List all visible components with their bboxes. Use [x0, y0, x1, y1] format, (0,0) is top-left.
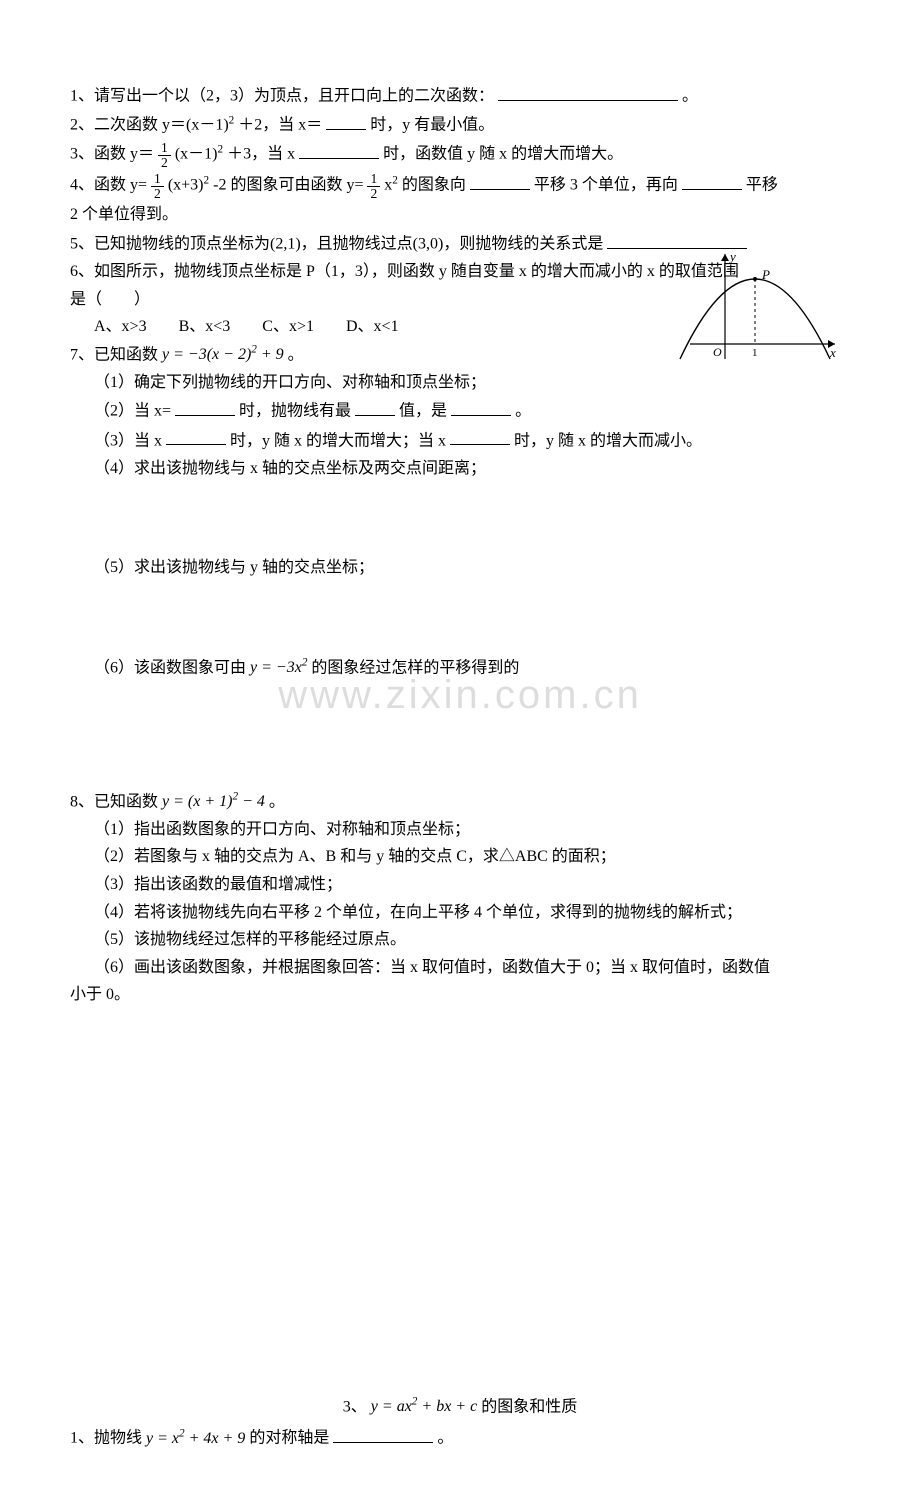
q7-4: （4）求出该抛物线与 x 轴的交点坐标及两交点间距离；	[70, 456, 850, 482]
q7-end: 。	[288, 346, 304, 363]
q7-2d: 。	[515, 403, 531, 420]
q7-a: 7、已知函数	[70, 346, 158, 363]
q7-3: （3）当 x 时，y 随 x 的增大而增大；当 x 时，y 随 x 的增大而减小…	[70, 427, 850, 454]
q7-3a: （3）当 x	[94, 432, 162, 449]
q7-1: （1）确定下列抛物线的开口方向、对称轴和顶点坐标；	[70, 370, 850, 396]
choice-a[interactable]: A、x>3	[94, 314, 147, 340]
q2-blank[interactable]	[326, 111, 366, 130]
q4-c: -2 的图象可由函数 y=	[213, 177, 363, 194]
q8-1: （1）指出函数图象的开口方向、对称轴和顶点坐标；	[70, 817, 850, 843]
q6-a: 6、如图所示，抛物线顶点坐标是 P（1，3），则函数 y 随自变量 x 的增大而…	[70, 263, 739, 280]
q7-6a: （6）该函数图象可由	[94, 659, 246, 676]
q8-6a: （6）画出该函数图象，并根据图象回答：当 x 取何值时，函数值大于 0；当 x …	[70, 955, 850, 981]
q7-2b: 时，抛物线有最	[239, 403, 351, 420]
q2-a: 2、二次函数 y＝(x－1)	[70, 117, 229, 134]
s3-question-1: 1、抛物线 y = x2 + 4x + 9 的对称轴是 。	[70, 1424, 850, 1451]
q8-6b: 小于 0。	[70, 982, 850, 1008]
q8-3: （3）指出该函数的最值和增减性；	[70, 872, 850, 898]
q7-3-blank2[interactable]	[450, 427, 510, 446]
q4-h: 2 个单位得到。	[70, 206, 178, 223]
svg-text:y: y	[728, 249, 736, 264]
q8-4: （4）若将该抛物线先向右平移 2 个单位，在向上平移 4 个单位，求得到的抛物线…	[70, 900, 850, 926]
q8-5: （5）该抛物线经过怎样的平移能经过原点。	[70, 927, 850, 953]
q3-blank[interactable]	[299, 140, 379, 159]
q4-f: 平移 3 个单位，再向	[534, 177, 678, 194]
q7-2-blank1[interactable]	[175, 397, 235, 416]
q4-a: 4、函数 y=	[70, 177, 147, 194]
question-8: 8、已知函数 y = (x + 1)2 − 4 。	[70, 789, 850, 815]
q4-g: 平移	[746, 177, 778, 194]
q7-6-eq: y = −3x2	[250, 659, 307, 676]
q7-2-blank2[interactable]	[355, 397, 395, 416]
q7-3-blank1[interactable]	[166, 427, 226, 446]
q5-blank[interactable]	[607, 230, 747, 249]
question-4-cont: 2 个单位得到。	[70, 202, 850, 228]
q7-3c: 时，y 随 x 的增大而减小。	[514, 432, 702, 449]
q1-text: 1、请写出一个以（2，3）为顶点，且开口向上的二次函数：	[70, 88, 494, 105]
s3q1-blank[interactable]	[333, 1424, 433, 1443]
q3-d: 时，函数值 y 随 x 的增大而增大。	[383, 146, 623, 163]
question-1: 1、请写出一个以（2，3）为顶点，且开口向上的二次函数： 。	[70, 82, 850, 109]
q4-blank2[interactable]	[682, 171, 742, 190]
s3q1-eq: y = x2 + 4x + 9	[146, 1430, 245, 1447]
svg-text:P: P	[761, 267, 770, 282]
section-3-title: 3、 y = ax2 + bx + c 的图象和性质	[70, 1394, 850, 1420]
q7-2a: （2）当 x=	[94, 403, 171, 420]
frac-half-icon: 12	[158, 141, 171, 169]
q7-6: （6）该函数图象可由 y = −3x2 的图象经过怎样的平移得到的	[70, 655, 850, 681]
q8-2: （2）若图象与 x 轴的交点为 A、B 和与 y 轴的交点 C，求△ABC 的面…	[70, 844, 850, 870]
sec-pre: 3、	[343, 1398, 367, 1415]
q5-a: 5、已知抛物线的顶点坐标为(2,1)，且抛物线过点(3,0)，则抛物线的关系式是	[70, 236, 603, 253]
q3-c: ＋3，当 x	[227, 146, 295, 163]
question-4: 4、函数 y= 12 (x+3)2 -2 的图象可由函数 y= 12 x2 的图…	[70, 171, 850, 200]
q7-2: （2）当 x= 时，抛物线有最 值，是 。	[70, 397, 850, 424]
q2-b: ＋2，当 x＝	[238, 117, 322, 134]
q8-end: 。	[269, 793, 285, 810]
svg-text:x: x	[829, 345, 836, 360]
q4-e: 的图象向	[402, 177, 466, 194]
q3-a: 3、函数 y＝	[70, 146, 154, 163]
question-2: 2、二次函数 y＝(x－1)2 ＋2，当 x＝ 时，y 有最小值。	[70, 111, 850, 138]
s3q1-b: 的对称轴是	[249, 1430, 329, 1447]
q1-blank[interactable]	[498, 82, 678, 101]
q7-2-blank3[interactable]	[451, 397, 511, 416]
parabola-graph-icon: y x O 1 P	[670, 249, 840, 369]
q4-b: (x+3)	[168, 177, 204, 194]
frac-half-icon: 12	[151, 172, 164, 200]
q7-6b: 的图象经过怎样的平移得到的	[311, 659, 519, 676]
choice-b[interactable]: B、x<3	[179, 314, 231, 340]
choice-c[interactable]: C、x>1	[262, 314, 314, 340]
q7-3b: 时，y 随 x 的增大而增大；当 x	[230, 432, 446, 449]
svg-text:O: O	[713, 345, 722, 359]
q1-end: 。	[682, 88, 698, 105]
q2-c: 时，y 有最小值。	[370, 117, 494, 134]
question-6-wrap: 6、如图所示，抛物线顶点坐标是 P（1，3），则函数 y 随自变量 x 的增大而…	[70, 259, 850, 340]
s3q1-a: 1、抛物线	[70, 1430, 142, 1447]
q4-blank1[interactable]	[470, 171, 530, 190]
q3-b: (x－1)	[175, 146, 218, 163]
svg-text:1: 1	[752, 347, 758, 359]
q7-eq: y = −3(x − 2)2 + 9	[162, 346, 284, 363]
q6-b: 是（ ）	[70, 291, 150, 308]
question-3: 3、函数 y＝ 12 (x－1)2 ＋3，当 x 时，函数值 y 随 x 的增大…	[70, 140, 850, 169]
q7-2c: 值，是	[399, 403, 447, 420]
q7-5: （5）求出该抛物线与 y 轴的交点坐标；	[70, 555, 850, 581]
q8-a: 8、已知函数	[70, 793, 158, 810]
s3q1-c: 。	[437, 1430, 453, 1447]
sec-eq: y = ax2 + bx + c	[371, 1398, 477, 1415]
sec-post: 的图象和性质	[481, 1398, 577, 1415]
choice-d[interactable]: D、x<1	[346, 314, 399, 340]
q8-eq: y = (x + 1)2 − 4	[162, 793, 265, 810]
frac-half-icon: 12	[367, 172, 380, 200]
